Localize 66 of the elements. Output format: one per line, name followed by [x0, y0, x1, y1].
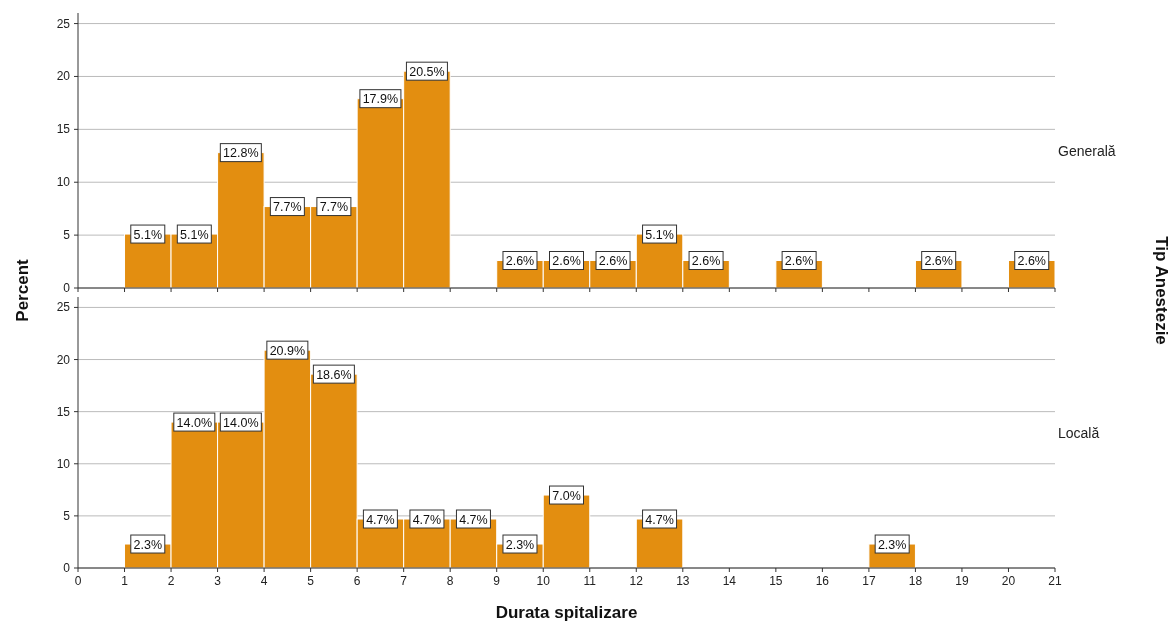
x-tick-label: 19	[955, 574, 969, 588]
y-tick-label: 10	[56, 175, 71, 190]
y-tick-label: 0	[63, 281, 71, 295]
x-tick-label: 15	[769, 574, 783, 588]
data-label: 2.6%	[1017, 254, 1046, 268]
y-tick-label: 0	[63, 561, 71, 575]
text: Generală	[1058, 142, 1116, 159]
data-label: 18.6%	[316, 367, 352, 382]
data-label: 2.3%	[133, 537, 163, 552]
data-label: 4.7%	[366, 512, 395, 527]
data-label: 2.3%	[505, 537, 535, 552]
x-tick-label: 4	[260, 574, 268, 588]
x-tick-label: 20	[1001, 574, 1016, 588]
data-label: 2.6%	[552, 254, 581, 268]
data-label: 5.1%	[180, 227, 209, 242]
data-label: 4.7%	[412, 512, 442, 527]
x-tick-label: 9	[493, 574, 501, 588]
x-tick-label: 13	[676, 574, 690, 588]
y-axis-title: Percent	[13, 258, 32, 322]
data-label: 4.7%	[645, 512, 674, 527]
x-tick-label: 6	[353, 574, 361, 588]
data-label: 7.7%	[319, 200, 349, 215]
x-tick-label: 16	[815, 574, 830, 588]
x-tick-label: 18	[908, 574, 923, 588]
data-label: 14.0%	[176, 415, 213, 430]
data-label: 20.9%	[269, 343, 306, 358]
data-label: 7.7%	[273, 200, 302, 215]
data-label: 2.6%	[784, 254, 814, 268]
x-tick-label: 0	[74, 574, 82, 588]
data-label: 2.6%	[691, 254, 721, 268]
x-tick-label: 1	[121, 574, 129, 588]
data-label: 14.0%	[223, 415, 259, 430]
x-tick-label: 12	[629, 574, 644, 588]
x-tick-label: 11	[583, 574, 597, 588]
y-tick-label: 25	[56, 300, 71, 315]
y2-axis-title: Tip Anestezie	[1152, 236, 1171, 345]
data-label: 2.3%	[877, 537, 907, 552]
data-label: 17.9%	[362, 92, 399, 107]
x-tick-label: 8	[446, 574, 454, 588]
data-label: 4.7%	[459, 512, 488, 527]
data-label: 5.1%	[133, 227, 163, 242]
data-label: 2.6%	[505, 254, 535, 268]
data-label: 7.0%	[552, 488, 581, 503]
y-tick-label: 15	[56, 122, 71, 137]
data-label: 12.8%	[223, 146, 259, 161]
data-label: 20.5%	[409, 64, 445, 79]
y-tick-label: 20	[56, 69, 71, 84]
x-tick-label: 3	[214, 574, 222, 588]
x-tick-label: 5	[307, 574, 315, 588]
x-tick-label: 10	[536, 574, 551, 588]
x-axis-title: Durata spitalizare	[495, 603, 638, 622]
y-tick-label: 15	[56, 404, 71, 419]
data-label: 2.6%	[598, 254, 628, 268]
x-tick-label: 14	[722, 574, 737, 588]
data-label: 5.1%	[645, 227, 674, 242]
text: Locală	[1058, 424, 1100, 441]
y-tick-label: 25	[56, 16, 71, 31]
x-tick-label: 7	[400, 574, 408, 588]
x-tick-label: 2	[167, 574, 175, 588]
x-tick-label: 21	[1048, 574, 1062, 588]
y-tick-label: 5	[63, 508, 71, 523]
y-tick-label: 10	[56, 456, 71, 471]
data-label: 2.6%	[924, 254, 953, 268]
x-tick-label: 17	[862, 574, 876, 588]
y-tick-label: 5	[63, 228, 71, 243]
y-tick-label: 20	[56, 352, 71, 367]
